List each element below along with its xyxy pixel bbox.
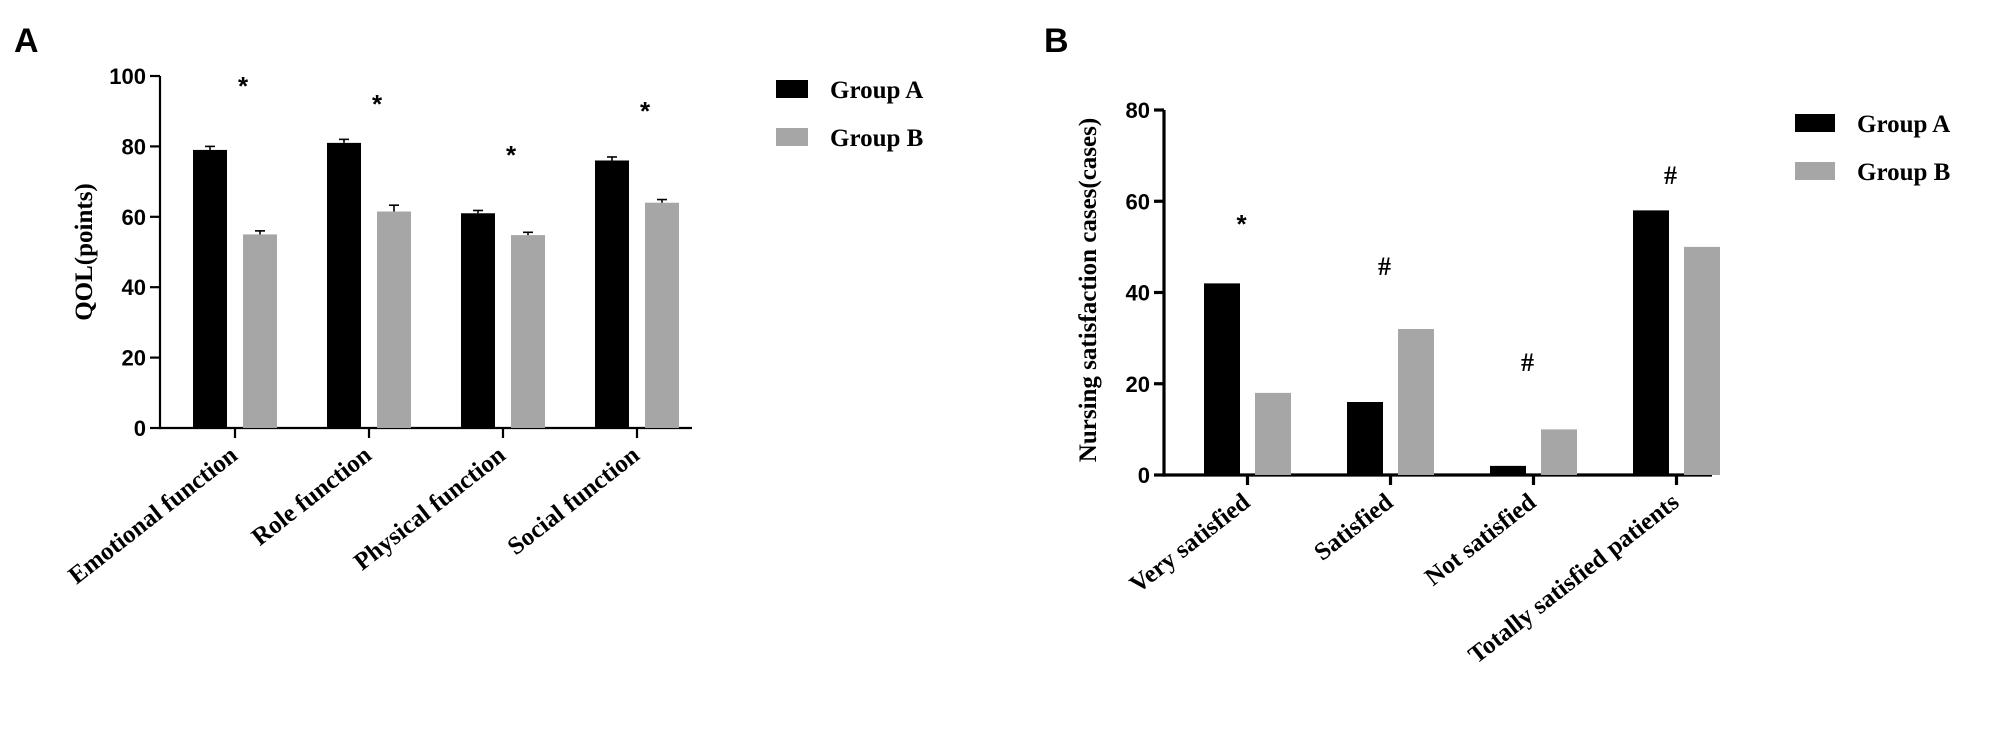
bar-group-b [243, 234, 277, 428]
bar-group-a [595, 160, 629, 429]
legend-swatch [776, 80, 808, 98]
y-tick-label: 80 [1126, 98, 1150, 123]
bar-group-a [1347, 402, 1383, 475]
y-axis-title: QOL(points) [71, 183, 98, 321]
y-axis-title: Nursing satisfaction cases(cases) [1075, 118, 1102, 462]
significance-mark: # [1521, 348, 1534, 377]
bar-group-b [511, 235, 545, 428]
bar-group-a [327, 142, 361, 428]
y-tick-label: 20 [1126, 372, 1150, 397]
legend-label: Group A [830, 77, 923, 104]
bar-group-b [1684, 246, 1720, 475]
panel-letter: A [14, 22, 39, 60]
legend-swatch [1795, 114, 1835, 132]
significance-mark: # [1378, 252, 1391, 281]
significance-mark: # [1664, 161, 1677, 190]
bar-group-b [1255, 392, 1291, 475]
bar-group-a [461, 213, 495, 428]
bar-group-a [193, 149, 227, 429]
bar-group-b [645, 202, 679, 428]
legend-swatch [776, 128, 808, 146]
panel-letter: B [1044, 22, 1069, 60]
category-label: Emotional function [64, 441, 243, 589]
significance-mark: * [640, 96, 651, 126]
bar-group-a [1633, 210, 1669, 475]
y-tick-label: 80 [122, 134, 146, 159]
significance-mark: * [372, 89, 383, 119]
legend-swatch [1795, 162, 1835, 180]
panel-b: B Nursing satisfaction cases(cases) 0 20 40 6… [1044, 22, 1950, 669]
y-tick-label: 0 [1138, 463, 1150, 488]
bar-group-b [1398, 329, 1434, 475]
category-label: Satisfied [1309, 488, 1398, 566]
legend-label: Group B [830, 125, 923, 152]
legend: Group A Group B [776, 77, 923, 152]
bar-group-b [377, 211, 411, 428]
y-tick-label: 20 [122, 346, 146, 371]
legend-label: Group A [1857, 111, 1950, 138]
category-label: Social function [503, 441, 645, 560]
legend-label: Group B [1857, 159, 1950, 186]
significance-mark: * [506, 140, 517, 170]
bar-group-b [1541, 429, 1577, 475]
category-label: Role function [247, 441, 377, 551]
bar-group-a [1490, 465, 1526, 475]
significance-mark: * [1236, 209, 1247, 239]
y-tick-label: 40 [1126, 281, 1150, 306]
y-tick-label: 40 [122, 275, 146, 300]
bar-group-a [1204, 283, 1240, 475]
y-tick-label: 60 [122, 205, 146, 230]
y-tick-label: 60 [1126, 189, 1150, 214]
y-tick-label: 100 [109, 64, 146, 89]
category-label: Not satisfied [1420, 488, 1541, 591]
y-tick-label: 0 [134, 416, 146, 441]
category-label: Very satisfied [1125, 488, 1255, 598]
panel-a: A QOL(points) 0 20 40 60 80 100 * Emotional funct… [14, 22, 923, 590]
significance-mark: * [238, 71, 249, 101]
legend: Group A Group B [1795, 111, 1950, 186]
